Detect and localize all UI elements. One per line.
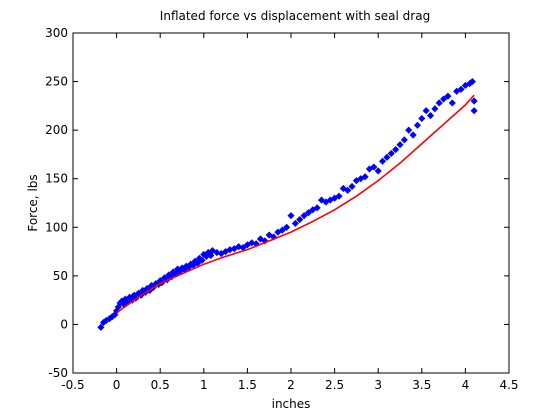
scatter-point (213, 248, 221, 257)
x-axis-label: inches (272, 397, 311, 411)
scatter-point (370, 163, 378, 171)
scatter-point (283, 223, 291, 231)
scatter-point (317, 196, 326, 204)
scatter-point (300, 212, 308, 220)
scatter-point (287, 212, 295, 220)
scatter-point (409, 131, 417, 139)
scatter-point (468, 78, 476, 86)
scatter-point (457, 85, 465, 93)
scatter-point (378, 157, 387, 165)
scatter-point (198, 256, 206, 264)
y-tick-label: -50 (48, 366, 68, 380)
x-tick-label: 3.5 (412, 378, 431, 392)
y-tick-label: 200 (45, 123, 68, 137)
x-tick-label: 3 (374, 378, 382, 392)
x-tick-label: 4 (462, 378, 470, 392)
scatter-point (278, 226, 286, 234)
scatter-point (313, 204, 321, 212)
scatter-point (413, 121, 422, 129)
scatter-point (261, 237, 269, 245)
x-tick-label: 1.5 (238, 378, 257, 392)
scatter-point (440, 95, 448, 103)
x-tick-label: -0.5 (61, 378, 84, 392)
axis-ticks: -0.5 0 0.5 1 1.5 2 2.5 3 3.5 4 4.5 -50 0 50 100 150 200 2… (45, 26, 518, 392)
y-tick-label: 0 (60, 317, 68, 331)
scatter-point (392, 146, 400, 154)
chart-title: Inflated force vs displacement with seal… (160, 9, 430, 23)
scatter-point (387, 149, 395, 158)
scatter-point (335, 192, 343, 200)
scatter-point (256, 235, 265, 243)
y-tick-label: 300 (45, 26, 68, 40)
plot-area (72, 32, 510, 374)
scatter-point (422, 107, 430, 115)
scatter-point (383, 153, 391, 161)
y-tick-label: 50 (53, 269, 68, 283)
scatter-point (167, 273, 176, 281)
fit-line (116, 94, 475, 314)
y-tick-label: 250 (45, 75, 68, 89)
scatter-point (418, 114, 426, 123)
scatter-point (431, 105, 439, 113)
x-tick-label: 2.5 (325, 378, 344, 392)
scatter-point (344, 186, 352, 194)
scatter-point (291, 219, 299, 227)
x-tick-label: 0 (113, 378, 121, 392)
scatter-point (400, 136, 408, 144)
x-tick-label: 2 (287, 378, 295, 392)
scatter-point (470, 97, 478, 105)
scatter-point (207, 251, 215, 260)
scatter-point (396, 141, 404, 149)
scatter-point (426, 112, 435, 120)
scatter-point (374, 167, 382, 175)
scatter-point (470, 107, 478, 115)
x-tick-label: 0.5 (151, 378, 170, 392)
scatter-point (339, 184, 347, 192)
scatter-point (304, 209, 313, 217)
y-axis-label: Force, lbs (26, 174, 40, 231)
scatter-point (405, 126, 413, 134)
y-tick-label: 150 (45, 172, 68, 186)
scatter-point (448, 99, 456, 107)
scatter-point (435, 99, 443, 107)
scatter-point (348, 182, 356, 191)
x-tick-label: 1 (200, 378, 208, 392)
fit-line-group (116, 94, 475, 314)
scatter-point (361, 173, 369, 181)
x-tick-label: 4.5 (499, 378, 518, 392)
y-tick-label: 100 (45, 220, 68, 234)
scatter-point (444, 92, 452, 100)
scatter-point (296, 215, 304, 224)
scatter-point (248, 239, 256, 247)
scatter-point (97, 323, 105, 331)
